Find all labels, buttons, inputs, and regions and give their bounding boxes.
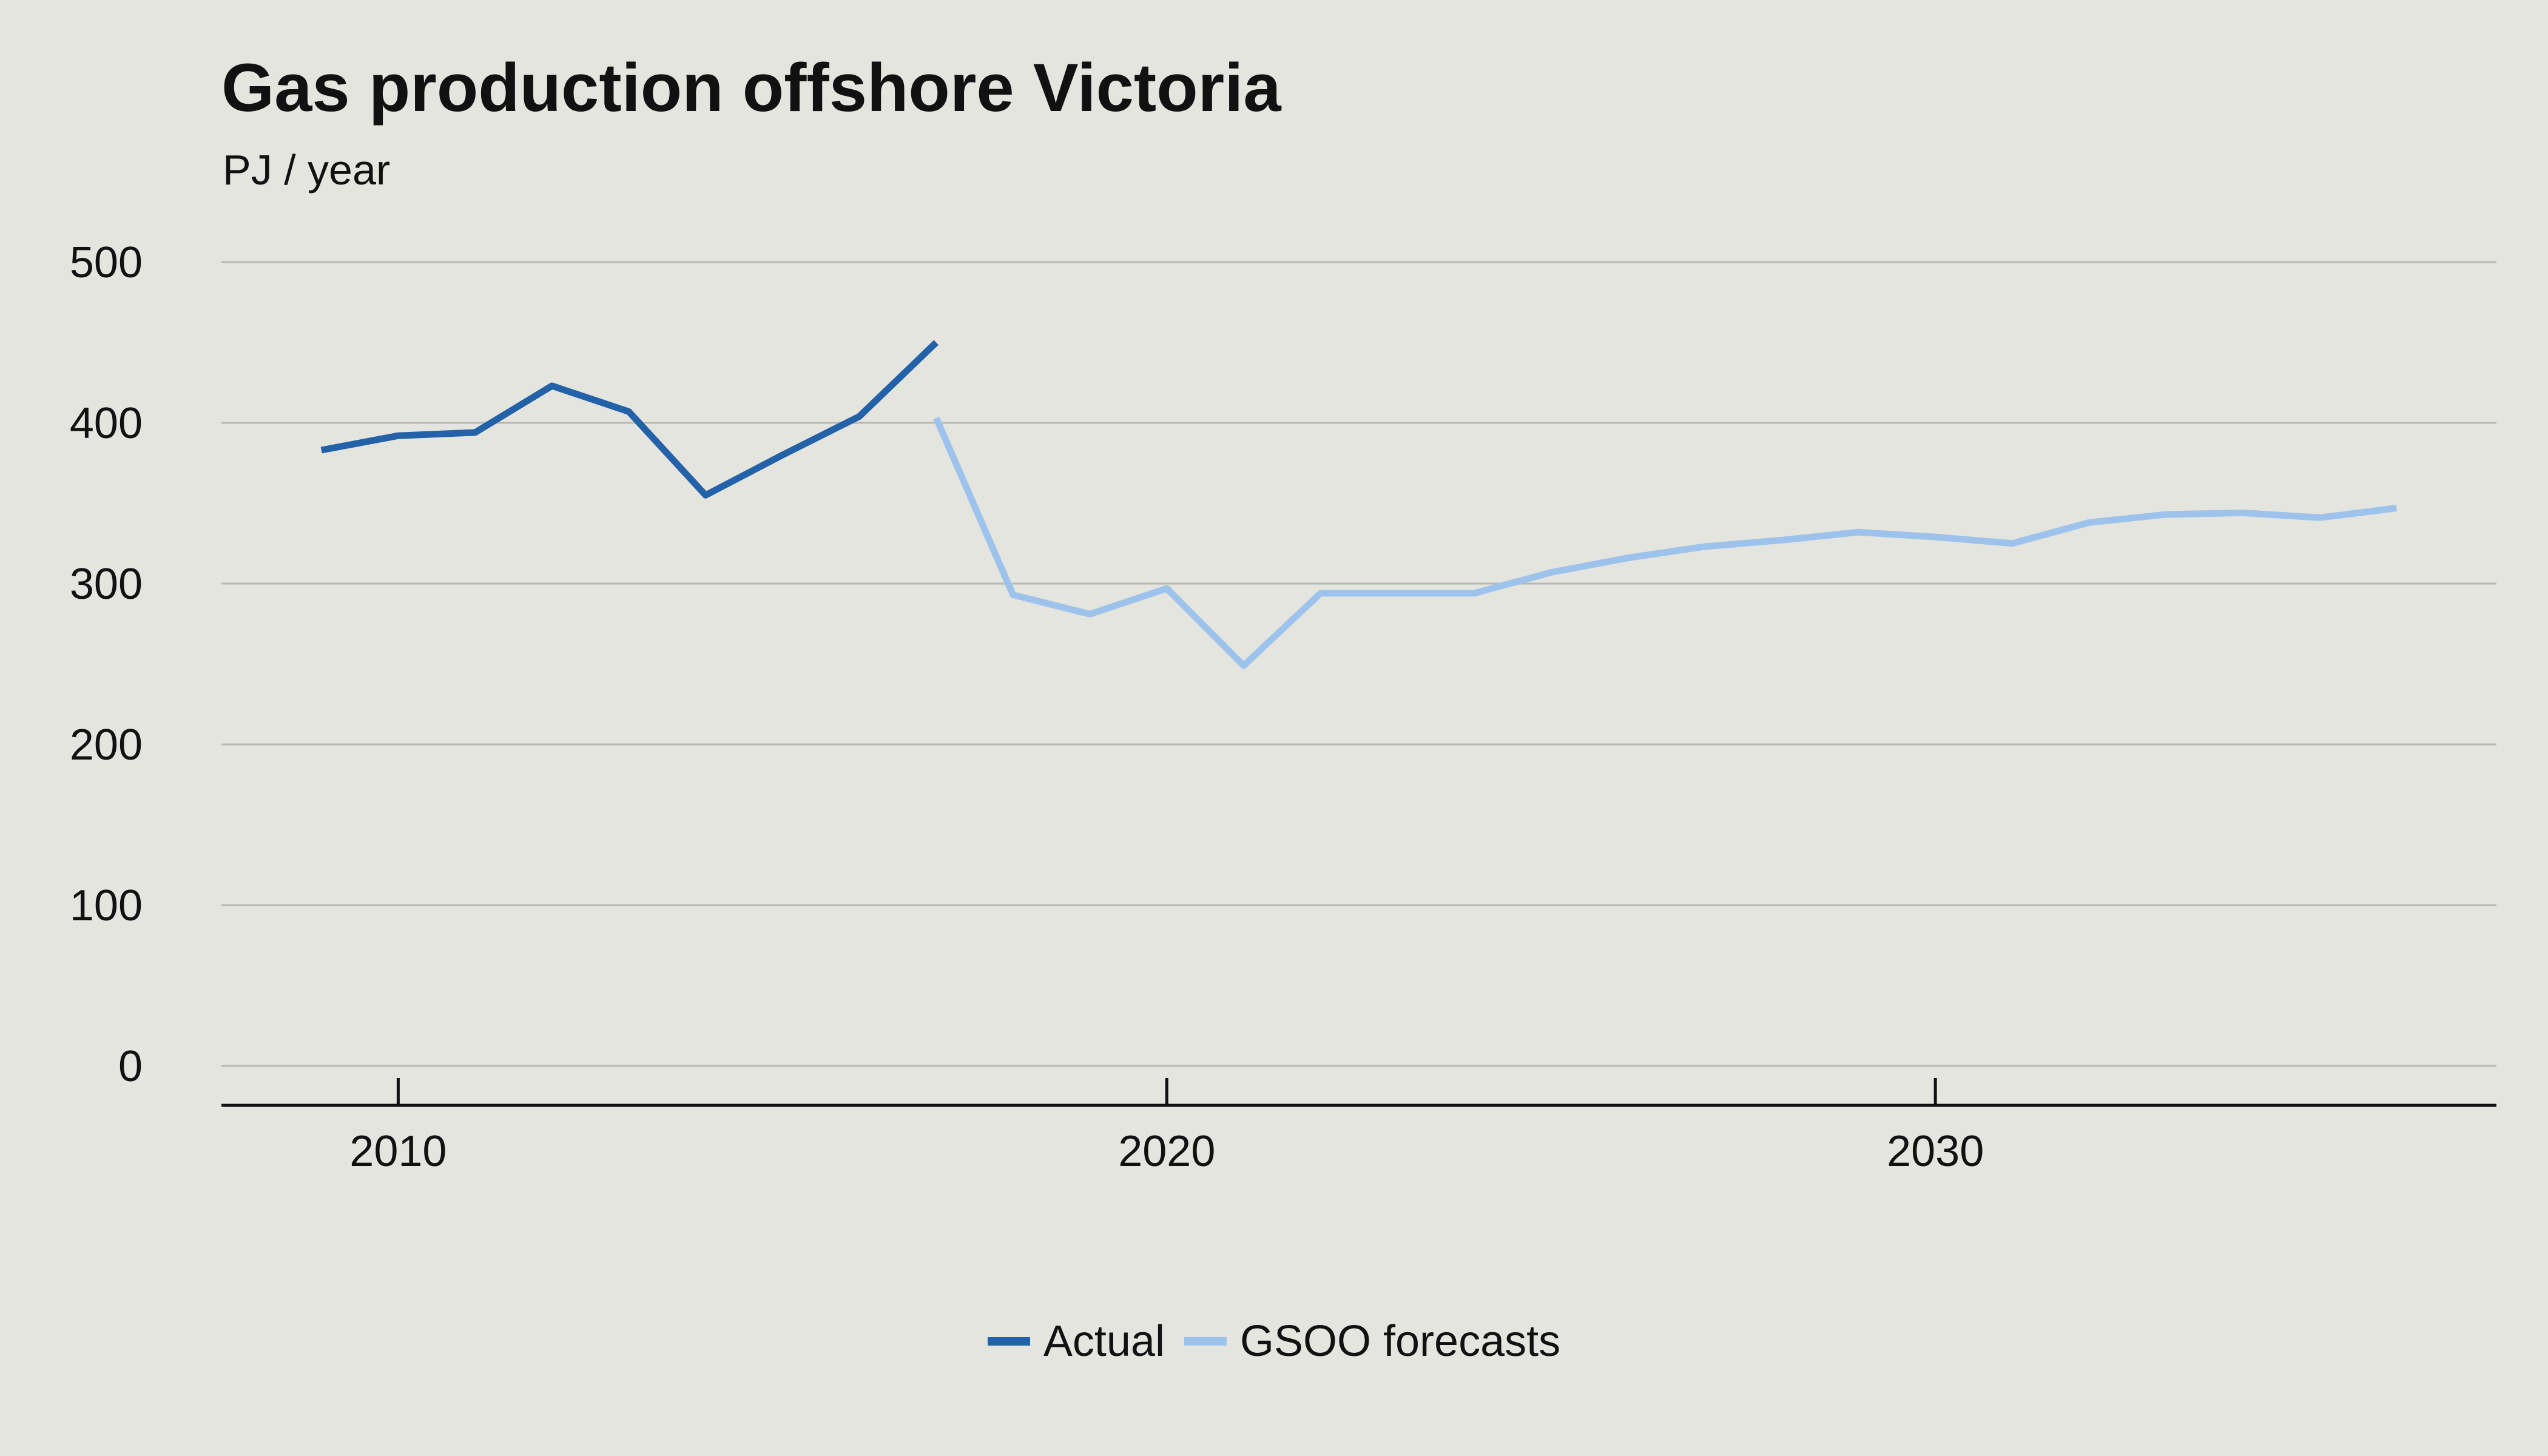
x-tick-label: 2030 [1887,1127,1984,1176]
series-line-actual [320,340,939,499]
chart-title: Gas production offshore Victoria [221,50,1281,126]
x-tick-label: 2010 [349,1127,447,1176]
x-axis: 2010 2020 2030 [221,1078,2496,1176]
series-line-gsoo-forecasts [933,416,2397,669]
legend-item-actual: Actual [987,1316,1165,1366]
y-tick-label: 200 [70,721,143,769]
legend-label-actual: Actual [1043,1317,1165,1366]
legend-item-gsoo-forecasts: GSOO forecasts [1184,1316,1560,1366]
y-tick-label: 400 [70,399,143,448]
chart-subtitle: PJ / year [223,146,391,194]
y-tick-label: 300 [70,560,143,608]
legend-label-gsoo-forecasts: GSOO forecasts [1239,1317,1561,1366]
legend-swatch-actual [987,1337,1030,1346]
x-tick-label: 2020 [1118,1127,1215,1176]
y-axis-ticks: 0 100 200 300 400 500 [70,238,143,1091]
series-lines [320,340,2397,669]
gridlines [221,261,2496,1067]
y-tick-label: 500 [70,238,143,287]
legend-swatch-gsoo-forecasts [1184,1337,1227,1346]
legend: Actual GSOO forecasts [0,1316,2548,1366]
y-tick-label: 0 [118,1042,143,1091]
y-tick-label: 100 [70,881,143,930]
